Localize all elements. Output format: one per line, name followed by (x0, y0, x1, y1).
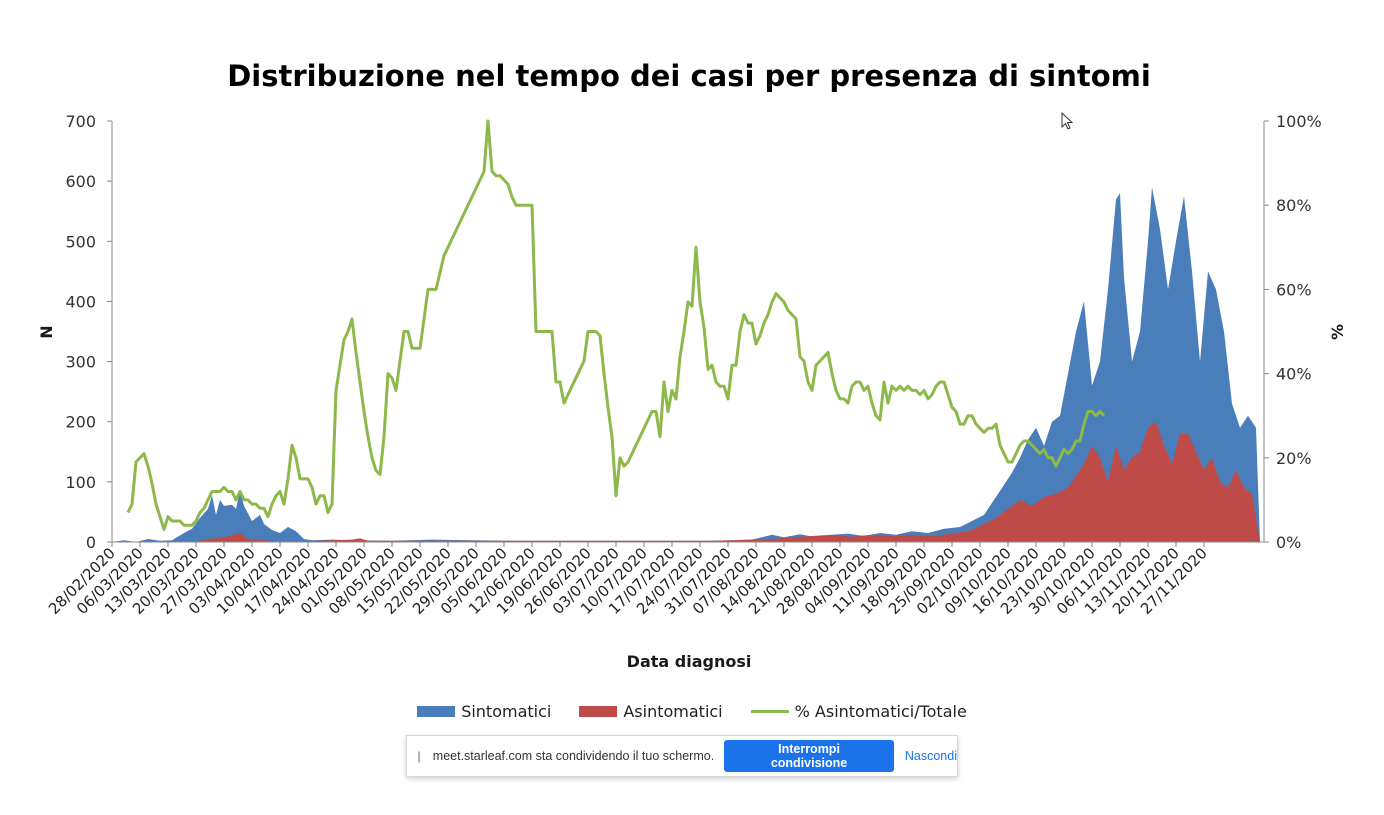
y2-tick-label: 100% (1276, 112, 1322, 131)
hide-link[interactable]: Nascondi (904, 749, 957, 763)
legend-swatch-asintomatici (579, 706, 618, 717)
legend-label-asintomatici: Asintomatici (623, 702, 723, 721)
chart-title: Distribuzione nel tempo dei casi per pre… (227, 59, 1151, 93)
drag-handle-icon[interactable]: || (417, 749, 421, 763)
legend-label-ratio: % Asintomatici/Totale (794, 702, 967, 721)
chart: Distribuzione nel tempo dei casi per pre… (37, 59, 1347, 671)
y2-tick-label: 0% (1276, 533, 1301, 552)
legend-label-sintomatici: Sintomatici (461, 702, 552, 721)
stop-sharing-button[interactable]: Interrompi condivisione (724, 740, 894, 772)
screen-share-notification: || meet.starleaf.com sta condividendo il… (406, 735, 958, 777)
y-tick-label: 700 (65, 112, 96, 131)
y-tick-label: 500 (65, 232, 96, 251)
y-axis-title: N (37, 325, 56, 338)
y2-tick-label: 20% (1276, 449, 1312, 468)
mouse-cursor-icon (1061, 112, 1074, 130)
y-tick-label: 100 (65, 473, 96, 492)
line-asintomatici-ratio (126, 119, 1106, 531)
y2-axis-title: % (1328, 324, 1347, 340)
y2-tick-label: 60% (1276, 280, 1312, 299)
y2-tick-label: 80% (1276, 196, 1312, 215)
x-axis-title: Data diagnosi (627, 652, 752, 671)
y-tick-label: 0 (86, 533, 96, 552)
plot-area (112, 119, 1260, 542)
share-message: meet.starleaf.com sta condividendo il tu… (432, 749, 715, 763)
y-tick-label: 600 (65, 172, 96, 191)
legend-swatch-sintomatici (417, 706, 456, 717)
legend-item-asintomatici: Asintomatici (579, 702, 723, 721)
legend-item-ratio: % Asintomatici/Totale (750, 702, 967, 721)
legend-item-sintomatici: Sintomatici (417, 702, 551, 721)
chart-legend: Sintomatici Asintomatici % Asintomatici/… (0, 702, 1384, 721)
area-asintomatici (112, 421, 1260, 542)
y-tick-label: 300 (65, 353, 96, 372)
y2-tick-label: 40% (1276, 365, 1312, 384)
legend-swatch-ratio (750, 710, 789, 713)
y-tick-label: 200 (65, 413, 96, 432)
axes: 0 100 200 300 400 500 600 700 0% 20% 40% 60% 80% 100%… (45, 112, 1322, 618)
y-tick-label: 400 (65, 292, 96, 311)
